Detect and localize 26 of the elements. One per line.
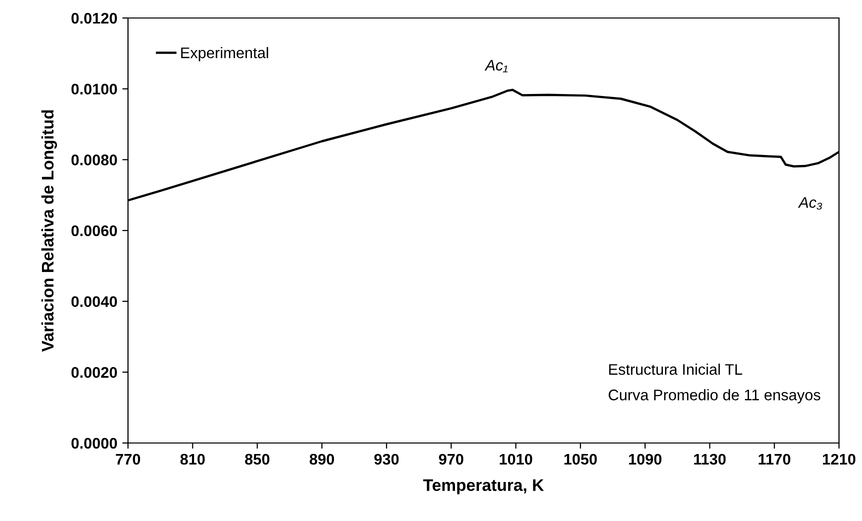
y-tick-label: 0.0100 [71,84,117,95]
x-tick-label: 1090 [629,454,662,465]
x-tick-label: 1130 [694,454,726,465]
x-axis-title: Temperatura, K [423,479,544,494]
y-axis-title: Variacion Relativa de Longitud [41,110,57,352]
annotation: Ac₃ [798,197,822,210]
y-tick-label: 0.0020 [71,367,117,378]
x-tick-label: 970 [438,454,464,465]
x-tick-label: 1010 [500,454,532,465]
x-tick-label: 810 [180,454,205,465]
y-tick-label: 0.0080 [71,154,117,166]
y-tick-label: 0.0120 [71,12,117,24]
annotation: Estructura Inicial TL [609,364,742,375]
annotation: Curva Promedio de 11 ensayos [608,389,820,404]
x-tick-label: 1170 [758,454,790,465]
x-tick-label: 890 [310,454,334,465]
x-tick-label: 850 [245,454,270,465]
x-tick-label: 1050 [564,454,597,465]
annotation: Ac₁ [484,60,508,72]
legend-label: Experimental [181,47,268,62]
x-tick-label: 770 [116,454,140,465]
y-tick-label: 0.0000 [71,438,117,449]
x-tick-label: 930 [374,454,399,465]
x-tick-label: 1210 [822,454,856,465]
y-tick-label: 0.0040 [71,296,117,308]
y-tick-label: 0.0060 [71,225,117,236]
